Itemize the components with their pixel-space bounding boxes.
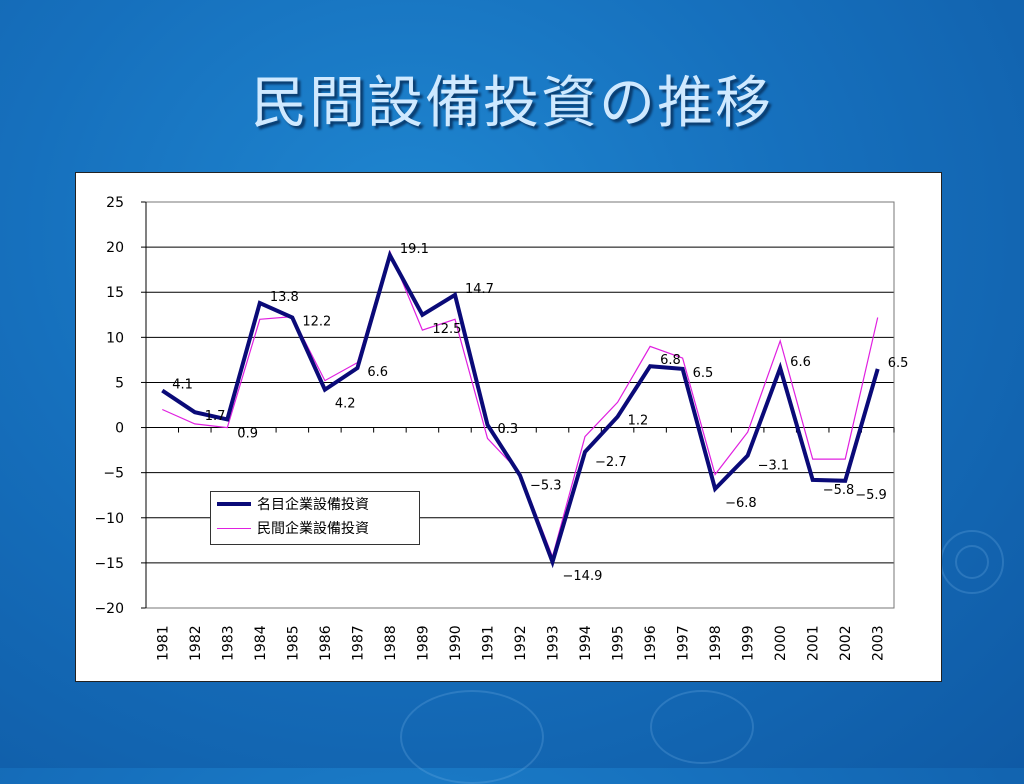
ripple-decoration [400, 690, 544, 784]
data-label: 0.3 [497, 422, 518, 437]
y-tick-label: −20 [94, 601, 124, 617]
x-tick-label: 1992 [513, 625, 529, 661]
x-tick-label: 1991 [480, 625, 496, 661]
data-label: 1.7 [205, 409, 226, 424]
data-label: −6.8 [725, 496, 757, 511]
data-label: 6.6 [790, 355, 811, 370]
data-label: 6.5 [888, 356, 909, 371]
data-label: −5.8 [823, 483, 855, 498]
legend-swatch-private [217, 527, 251, 529]
x-tick-label: 1988 [383, 625, 399, 661]
legend-entry: 名目企業設備投資 [211, 492, 419, 516]
data-label: 12.2 [302, 314, 331, 329]
legend-label: 名目企業設備投資 [257, 497, 369, 513]
ripple-decoration [650, 690, 754, 764]
data-label: −5.3 [530, 478, 562, 493]
series-line-nominal [161, 249, 880, 569]
data-label: 19.1 [400, 242, 429, 257]
y-tick-label: 20 [106, 240, 124, 256]
data-label: 1.2 [628, 414, 649, 429]
x-tick-label: 1987 [350, 625, 366, 661]
y-tick-label: 15 [106, 285, 124, 301]
x-tick-label: 2002 [838, 625, 854, 661]
x-tick-label: 1997 [676, 625, 692, 661]
data-label: 4.2 [335, 397, 356, 412]
data-label: 6.6 [367, 365, 388, 380]
x-tick-label: 1984 [253, 625, 269, 661]
data-label: 6.5 [693, 366, 714, 381]
y-tick-label: −10 [94, 511, 124, 527]
x-tick-label: 1995 [611, 625, 627, 661]
data-label: −3.1 [758, 459, 790, 474]
data-label: 12.5 [432, 322, 461, 337]
x-tick-label: 1990 [448, 625, 464, 661]
x-tick-label: 2000 [773, 625, 789, 661]
y-tick-label: −5 [103, 466, 124, 482]
x-tick-label: 1985 [285, 625, 301, 661]
y-tick-label: 25 [106, 195, 124, 211]
data-label: 4.1 [172, 378, 193, 393]
x-tick-label: 1993 [546, 625, 562, 661]
data-label: 14.7 [465, 282, 494, 297]
data-label: 6.8 [660, 353, 681, 368]
x-tick-label: 1981 [155, 625, 171, 661]
y-tick-label: 10 [106, 330, 124, 346]
data-label: 0.9 [237, 426, 258, 441]
line-chart: 25 20 15 10 5 0 −5 −10 −15 −20 1981 1982 1983 1984 198… [94, 195, 909, 661]
y-tick-label: 0 [115, 421, 124, 437]
x-tick-label: 1986 [318, 625, 334, 661]
ripple-decoration [955, 545, 989, 579]
slide-title: 民間設備投資の推移 [251, 71, 773, 136]
data-label: −5.9 [855, 488, 887, 503]
data-label: 13.8 [270, 290, 299, 305]
x-tick-label: 1996 [643, 625, 659, 661]
x-tick-label: 1999 [741, 625, 757, 661]
chart-legend: 名目企業設備投資 民間企業設備投資 [210, 491, 420, 545]
y-tick-label: −15 [94, 556, 124, 572]
chart-container: 25 20 15 10 5 0 −5 −10 −15 −20 1981 1982 1983 1984 198… [75, 172, 942, 682]
x-tick-label: 2001 [806, 625, 822, 661]
y-tick-label: 5 [115, 375, 124, 391]
x-tick-label: 1998 [708, 625, 724, 661]
x-tick-label: 1989 [415, 625, 431, 661]
x-tick-label: 1994 [578, 625, 594, 661]
legend-label: 民間企業設備投資 [257, 521, 369, 537]
x-tick-label: 2003 [871, 625, 887, 661]
data-label: −14.9 [563, 569, 603, 584]
plot-area [145, 201, 895, 609]
x-tick-label: 1982 [188, 625, 204, 661]
x-tick-label: 1983 [220, 625, 236, 661]
legend-swatch-nominal [217, 502, 251, 506]
data-label: −2.7 [595, 455, 627, 470]
legend-entry: 民間企業設備投資 [211, 516, 419, 540]
